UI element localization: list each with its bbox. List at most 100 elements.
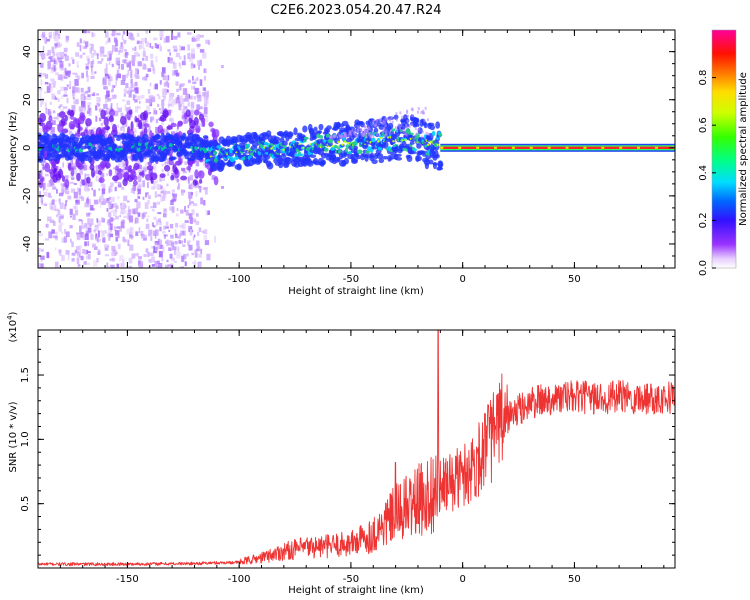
spectrogram-cell [376,153,384,160]
spectrogram-cell [55,60,58,65]
spectrogram-cell [114,30,117,36]
spectrogram-cell [287,132,293,140]
spectrogram-cell [132,188,136,194]
spectrogram-cell [44,91,47,94]
spectrogram-cell [164,164,171,172]
spectrogram-cell [142,211,148,215]
spectrogram-cell [98,188,101,191]
spectrogram-cell [190,109,194,115]
spectrogram-cell [298,153,304,157]
spectrogram-cell [392,140,395,143]
spectrogram-cell [153,216,157,221]
spectrogram-x-tick-label: -100 [228,274,251,285]
spectrogram-cell [203,234,208,240]
spectrogram-cell [192,179,198,186]
spectrogram-cell [55,72,59,76]
spectrogram-cell [352,131,355,135]
spectrogram-cell [105,63,108,69]
spectrogram-cell [129,66,132,72]
spectrogram-cell [364,131,367,135]
spectrogram-cell [128,109,133,115]
spectrogram-cell [161,119,164,126]
spectrogram-cell [77,232,81,240]
spectrogram-cell [170,33,174,41]
spectrogram-cell [127,156,131,159]
spectrogram-cell [162,245,165,253]
spectrogram-cell [167,103,172,106]
spectrogram-cell [110,76,113,82]
spectrogram-cell [117,107,123,113]
spectrogram-cell [187,240,190,246]
spectrogram-cell [321,159,326,166]
spectrogram-cell [203,112,208,117]
spectrogram-cell [64,203,67,210]
spectrogram-cell [57,51,62,58]
spectrogram-cell [166,125,173,130]
spectrogram-cell [176,88,179,92]
spectrogram-cell [169,206,174,211]
spectrogram-cell [410,150,417,155]
spectrogram-cell [203,107,208,114]
spectrogram-cell [146,105,150,111]
spectrogram-cell [355,135,358,139]
spectrogram-cell [458,146,462,149]
spectrogram-cell [50,86,53,93]
spectrogram-cell [173,194,177,201]
spectrogram-cell [137,53,140,57]
spectrogram-cell [155,126,160,134]
spectrogram-cell [155,242,158,246]
colorbar-tick-label: 0.6 [698,117,709,133]
spectrogram-cell [83,162,86,170]
spectrogram-cell [142,180,145,188]
spectrogram-cell [95,164,101,172]
spectrogram-cell [96,258,99,263]
spectrogram-cell [116,137,121,142]
spectrogram-cell [39,90,42,98]
spectrogram-cell [203,149,208,154]
spectrogram-cell [51,229,55,234]
spectrogram-cell [378,158,385,164]
spectrogram-cell [384,138,392,143]
spectrogram-cell [152,202,157,209]
spectrogram-cell [601,146,605,149]
spectrogram-cell [372,134,375,138]
spectrogram-cell [81,179,86,186]
spectrogram-cell [111,94,117,100]
spectrogram-cell [161,71,165,78]
spectrogram-cell [406,154,413,163]
spectrogram-cell [123,195,128,202]
spectrogram-cell [179,240,183,244]
spectrogram-cell [138,100,141,104]
spectrogram-cell [136,176,140,180]
spectrogram-cell [54,231,58,235]
spectrogram-cell [51,46,55,54]
spectrogram-cell [62,162,65,168]
spectrogram-cell [397,123,400,127]
spectrogram-cell [367,126,370,130]
spectrogram-cell [431,130,436,137]
spectrogram-cell [126,62,131,68]
spectrogram-cell [138,44,142,50]
spectrogram-cell [76,87,81,94]
spectrogram-cell [46,85,51,93]
spectrogram-cell [65,190,70,195]
spectrogram-cell [48,109,52,113]
spectrogram-cell [134,81,138,87]
spectrogram-cell [46,188,48,191]
spectrogram-cell [77,122,81,133]
spectrogram-cell [48,83,52,89]
spectrogram-cell [131,253,136,259]
spectrogram-cell [395,118,398,122]
spectrogram-cell [179,95,183,101]
spectrogram-cell [77,65,79,68]
spectrogram-cell [85,63,89,66]
spectrogram-x-label: Height of straight line (km) [288,286,424,297]
spectrogram-cell [108,204,111,209]
spectrogram-cell [121,254,124,261]
spectrogram-cell [161,67,166,74]
spectrogram-cell [99,196,102,203]
spectrogram-cell [95,237,99,242]
spectrogram-cell [187,52,191,60]
spectrogram-cell [100,194,104,199]
spectrogram-cell [193,234,196,238]
